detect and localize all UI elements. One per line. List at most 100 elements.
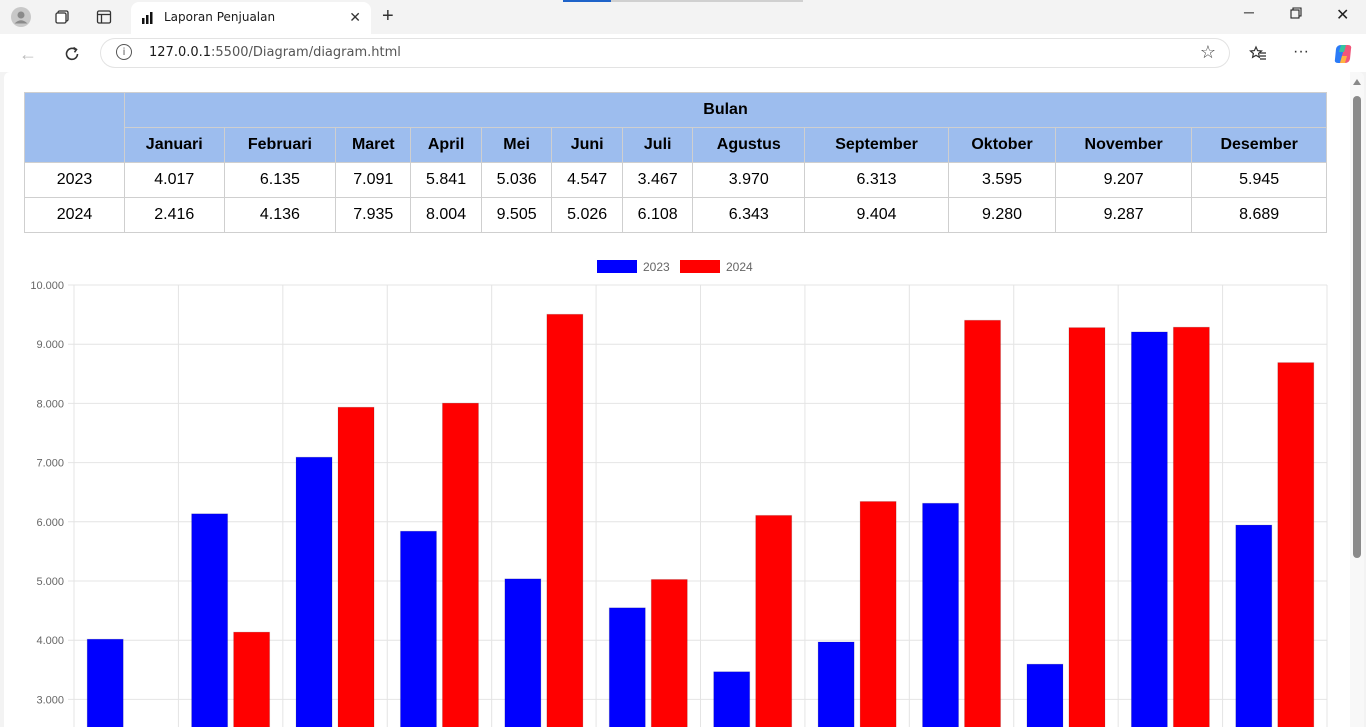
- value-cell: 6.108: [622, 198, 693, 233]
- value-cell: 9.505: [481, 198, 552, 233]
- y-tick-label: 7.000: [36, 458, 64, 470]
- legend-swatch-2024: [680, 260, 720, 273]
- sales-bar-chart: 10.000 9.000 8.000 7.000 6.000 5.000 4.000 3.00…: [4, 252, 1350, 727]
- more-options-icon[interactable]: ···: [1290, 41, 1312, 63]
- browser-navbar: ← i 127.0.0.1:5500/Diagram/diagram.html …: [0, 34, 1366, 72]
- value-cell: 9.280: [948, 198, 1055, 233]
- table-row: 2024 2.416 4.136 7.935 8.004 9.505 5.026 6.108 6…: [25, 198, 1327, 233]
- workspaces-icon[interactable]: [52, 7, 72, 27]
- value-cell: 7.091: [336, 163, 411, 198]
- value-cell: 3.467: [622, 163, 693, 198]
- sales-table: Bulan Januari Februari Maret April Mei Juni Ju…: [24, 92, 1327, 233]
- url-host: 127.0.0.1: [149, 45, 211, 60]
- bar-2023-maret: [296, 457, 332, 727]
- bar-2024-september: [965, 320, 1001, 727]
- month-header-april: April: [411, 128, 482, 163]
- bar-2023-februari: [192, 514, 228, 727]
- bar-2023-desember: [1236, 525, 1272, 727]
- value-cell: 3.970: [693, 163, 805, 198]
- bar-2024-oktober: [1069, 328, 1105, 727]
- month-header-agustus: Agustus: [693, 128, 805, 163]
- bar-2024-november: [1173, 327, 1209, 727]
- value-cell: 5.945: [1192, 163, 1327, 198]
- month-header-mei: Mei: [481, 128, 552, 163]
- year-cell: 2023: [25, 163, 125, 198]
- y-tick-label: 4.000: [36, 635, 64, 647]
- window-drag-track: [611, 0, 803, 2]
- profile-avatar-icon[interactable]: [11, 7, 31, 27]
- refresh-icon[interactable]: [61, 43, 83, 65]
- value-cell: 4.017: [125, 163, 225, 198]
- value-cell: 4.547: [552, 163, 623, 198]
- active-tab[interactable]: Laporan Penjualan ✕: [131, 2, 371, 34]
- favorite-star-icon[interactable]: ☆: [1200, 42, 1216, 63]
- value-cell: 5.841: [411, 163, 482, 198]
- site-info-icon[interactable]: i: [116, 44, 132, 60]
- month-header-maret: Maret: [336, 128, 411, 163]
- window-drag-indicator: [563, 0, 611, 2]
- tab-title: Laporan Penjualan: [164, 10, 275, 24]
- favorites-icon[interactable]: [1247, 43, 1269, 65]
- month-header-september: September: [805, 128, 949, 163]
- bar-2024-agustus: [860, 501, 896, 727]
- bar-2024-mei: [547, 314, 583, 727]
- bar-2023-mei: [505, 579, 541, 727]
- y-tick-label: 10.000: [30, 280, 64, 292]
- legend-label: 2023: [643, 260, 670, 274]
- bar-2023-juli: [714, 672, 750, 727]
- bar-2024-juli: [756, 515, 792, 727]
- bar-2023-agustus: [818, 642, 854, 727]
- month-header-november: November: [1056, 128, 1192, 163]
- vertical-scrollbar[interactable]: [1350, 72, 1364, 727]
- value-cell: 5.036: [481, 163, 552, 198]
- value-cell: 6.313: [805, 163, 949, 198]
- bar-2023-januari: [87, 639, 123, 727]
- bar-2024-maret: [338, 407, 374, 727]
- value-cell: 5.026: [552, 198, 623, 233]
- scroll-up-arrow-icon[interactable]: [1353, 79, 1361, 85]
- y-tick-label: 3.000: [36, 694, 64, 706]
- value-cell: 3.595: [948, 163, 1055, 198]
- table-body: 2023 4.017 6.135 7.091 5.841 5.036 4.547 3.467 3…: [25, 163, 1327, 233]
- address-bar[interactable]: i 127.0.0.1:5500/Diagram/diagram.html ☆: [100, 38, 1230, 68]
- table-group-header: Bulan: [125, 93, 1327, 128]
- bar-2024-desember: [1278, 363, 1314, 727]
- value-cell: 2.416: [125, 198, 225, 233]
- value-cell: 6.343: [693, 198, 805, 233]
- browser-titlebar: Laporan Penjualan ✕ + ─ ✕: [0, 0, 1366, 34]
- bar-2023-april: [400, 531, 436, 727]
- month-header-oktober: Oktober: [948, 128, 1055, 163]
- new-tab-icon[interactable]: +: [382, 5, 394, 28]
- y-tick-label: 9.000: [36, 339, 64, 351]
- table-corner-cell: [25, 93, 125, 163]
- value-cell: 9.287: [1056, 198, 1192, 233]
- month-header-juni: Juni: [552, 128, 623, 163]
- month-header-row: Januari Februari Maret April Mei Juni Juli Agus…: [25, 128, 1327, 163]
- value-cell: 7.935: [336, 198, 411, 233]
- bar-2024-april: [442, 403, 478, 727]
- value-cell: 4.136: [224, 198, 336, 233]
- back-icon[interactable]: ←: [17, 43, 39, 65]
- url-path: :5500/Diagram/diagram.html: [211, 45, 401, 60]
- tab-close-icon[interactable]: ✕: [349, 9, 361, 26]
- bar-2023-juni: [609, 608, 645, 727]
- vertical-tabs-icon[interactable]: [94, 7, 114, 27]
- bar-2024-juni: [651, 579, 687, 727]
- bar-chart-favicon-icon: [141, 11, 155, 25]
- close-window-icon[interactable]: ✕: [1336, 5, 1349, 25]
- value-cell: 9.404: [805, 198, 949, 233]
- legend-swatch-2023: [597, 260, 637, 273]
- minimize-icon[interactable]: ─: [1244, 4, 1254, 20]
- month-header-januari: Januari: [125, 128, 225, 163]
- restore-icon[interactable]: [1290, 6, 1302, 22]
- bar-2023-oktober: [1027, 664, 1063, 727]
- month-header-desember: Desember: [1192, 128, 1327, 163]
- value-cell: 8.689: [1192, 198, 1327, 233]
- month-header-juli: Juli: [622, 128, 693, 163]
- scroll-thumb[interactable]: [1353, 96, 1361, 558]
- value-cell: 8.004: [411, 198, 482, 233]
- copilot-icon[interactable]: [1332, 43, 1354, 65]
- y-tick-label: 5.000: [36, 576, 64, 588]
- bar-2023-november: [1131, 332, 1167, 727]
- table-row: 2023 4.017 6.135 7.091 5.841 5.036 4.547 3.467 3…: [25, 163, 1327, 198]
